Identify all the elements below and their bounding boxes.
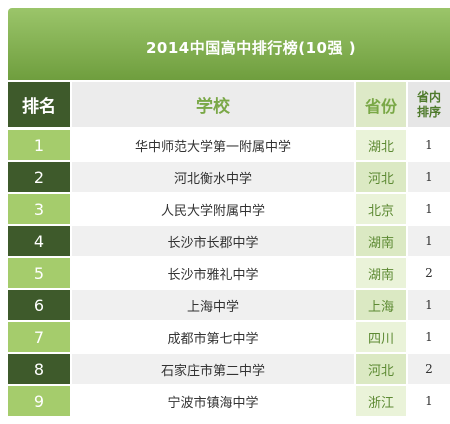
table-row: 6 上海中学 上海 1 — [8, 290, 450, 320]
table-row: 3 人民大学附属中学 北京 1 — [8, 194, 450, 224]
school-cell: 长沙市雅礼中学 — [72, 258, 354, 288]
province-cell: 北京 — [356, 194, 406, 224]
rank-cell: 9 — [8, 386, 70, 416]
school-cell: 石家庄市第二中学 — [72, 354, 354, 384]
school-cell: 河北衡水中学 — [72, 162, 354, 192]
header-inner-rank-line1: 省内 — [416, 89, 441, 104]
province-cell: 湖北 — [356, 130, 406, 160]
province-cell: 湖南 — [356, 258, 406, 288]
inner-rank-cell: 2 — [408, 354, 450, 384]
province-cell: 浙江 — [356, 386, 406, 416]
school-cell: 长沙市长郡中学 — [72, 226, 354, 256]
rank-cell: 4 — [8, 226, 70, 256]
inner-rank-cell: 1 — [408, 130, 450, 160]
table-row: 8 石家庄市第二中学 河北 2 — [8, 354, 450, 384]
inner-rank-cell: 1 — [408, 162, 450, 192]
header-inner-rank: 省内 排序 — [408, 82, 450, 127]
header-province: 省份 — [356, 82, 406, 127]
rank-cell: 8 — [8, 354, 70, 384]
province-cell: 湖南 — [356, 226, 406, 256]
table-header: 排名 学校 省份 省内 排序 — [8, 82, 450, 127]
inner-rank-cell: 1 — [408, 386, 450, 416]
province-cell: 河北 — [356, 162, 406, 192]
table-row: 2 河北衡水中学 河北 1 — [8, 162, 450, 192]
rank-cell: 7 — [8, 322, 70, 352]
school-cell: 人民大学附属中学 — [72, 194, 354, 224]
rank-cell: 5 — [8, 258, 70, 288]
school-cell: 宁波市镇海中学 — [72, 386, 354, 416]
table-row: 5 长沙市雅礼中学 湖南 2 — [8, 258, 450, 288]
inner-rank-cell: 2 — [408, 258, 450, 288]
school-cell: 成都市第七中学 — [72, 322, 354, 352]
rank-cell: 1 — [8, 130, 70, 160]
table-row: 4 长沙市长郡中学 湖南 1 — [8, 226, 450, 256]
table-row: 9 宁波市镇海中学 浙江 1 — [8, 386, 450, 416]
rank-cell: 2 — [8, 162, 70, 192]
rank-cell: 3 — [8, 194, 70, 224]
header-rank: 排名 — [8, 82, 70, 127]
rank-cell: 6 — [8, 290, 70, 320]
inner-rank-cell: 1 — [408, 290, 450, 320]
inner-rank-cell: 1 — [408, 226, 450, 256]
title-banner: 2014中国高中排行榜(10强 ) — [8, 8, 450, 80]
province-cell: 上海 — [356, 290, 406, 320]
header-school: 学校 — [72, 82, 354, 127]
table-row: 7 成都市第七中学 四川 1 — [8, 322, 450, 352]
inner-rank-cell: 1 — [408, 194, 450, 224]
province-cell: 四川 — [356, 322, 406, 352]
school-cell: 上海中学 — [72, 290, 354, 320]
page-title: 2014中国高中排行榜(10强 ) — [146, 39, 357, 57]
school-cell: 华中师范大学第一附属中学 — [72, 130, 354, 160]
table-row: 1 华中师范大学第一附属中学 湖北 1 — [8, 130, 450, 160]
inner-rank-cell: 1 — [408, 322, 450, 352]
header-inner-rank-line2: 排序 — [416, 104, 441, 119]
province-cell: 河北 — [356, 354, 406, 384]
